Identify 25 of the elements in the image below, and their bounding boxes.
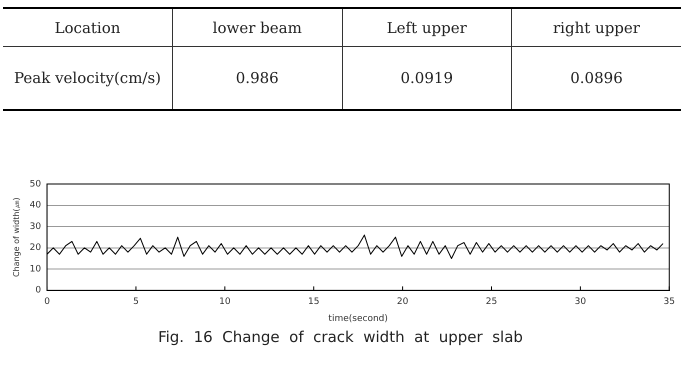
- text: Location: [3, 8, 172, 46]
- y-tick-label: 20: [30, 243, 42, 254]
- x-axis-title: time(second): [328, 314, 388, 324]
- y-axis-title: Change of width(㎛): [12, 197, 21, 278]
- x-tick-label: 35: [664, 297, 675, 308]
- text: 0.0919: [342, 46, 512, 110]
- y-tick-label: 10: [30, 264, 42, 274]
- text: right upper: [512, 8, 681, 46]
- y-tick-label: 40: [30, 200, 42, 211]
- x-tick-label: 30: [574, 297, 586, 308]
- y-tick-label: 50: [30, 179, 42, 190]
- x-tick-label: 10: [219, 297, 231, 308]
- text: 0.0896: [512, 46, 681, 110]
- text: 0.986: [172, 46, 342, 110]
- text: lower beam: [172, 8, 342, 46]
- text: Peak velocity(cm/s): [3, 46, 172, 110]
- x-tick-label: 0: [44, 297, 50, 308]
- x-tick-label: 20: [396, 297, 409, 308]
- text: Left upper: [342, 8, 512, 46]
- y-tick-label: 0: [35, 286, 42, 296]
- x-tick-label: 15: [308, 297, 320, 308]
- y-tick-label: 30: [30, 222, 42, 232]
- text: Fig. 16 Change of crack width at upper slab: [157, 328, 524, 346]
- x-tick-label: 5: [133, 297, 139, 308]
- x-tick-label: 25: [486, 297, 498, 308]
